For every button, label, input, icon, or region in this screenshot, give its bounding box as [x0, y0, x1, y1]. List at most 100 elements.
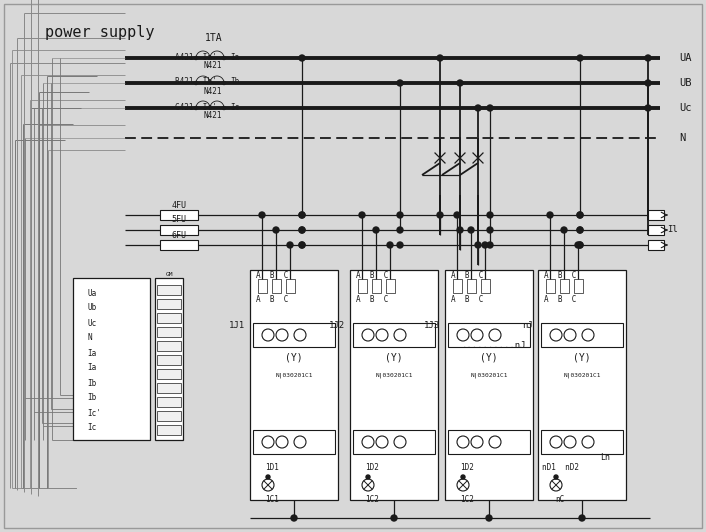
Circle shape	[577, 227, 583, 233]
Circle shape	[475, 242, 481, 248]
Bar	[372, 279, 381, 293]
Circle shape	[294, 436, 306, 448]
Text: Ib: Ib	[87, 394, 96, 403]
Text: Ib: Ib	[87, 378, 96, 387]
Bar	[160, 240, 198, 250]
Circle shape	[577, 242, 583, 248]
Circle shape	[373, 227, 379, 233]
Circle shape	[457, 436, 469, 448]
Circle shape	[454, 212, 460, 218]
Circle shape	[262, 479, 274, 491]
Circle shape	[299, 55, 305, 61]
Text: C421  Ic': C421 Ic'	[175, 103, 217, 112]
Circle shape	[437, 55, 443, 61]
Text: Ia: Ia	[87, 363, 96, 372]
Circle shape	[299, 212, 305, 218]
Circle shape	[194, 56, 198, 60]
Text: A  B  C: A B C	[451, 295, 483, 304]
Text: Ib: Ib	[230, 78, 239, 87]
Bar	[453, 279, 462, 293]
Text: N421: N421	[204, 87, 222, 96]
Circle shape	[276, 436, 288, 448]
Circle shape	[387, 242, 393, 248]
Circle shape	[489, 436, 501, 448]
Text: A  B  C: A B C	[256, 270, 288, 279]
Bar	[353, 430, 435, 454]
Bar	[648, 240, 664, 250]
Circle shape	[550, 329, 562, 341]
Text: Ic: Ic	[230, 103, 239, 112]
Bar	[157, 369, 181, 379]
Bar	[353, 323, 435, 347]
Circle shape	[468, 227, 474, 233]
Bar	[250, 270, 338, 500]
Text: A  B  C: A B C	[451, 270, 483, 279]
Circle shape	[486, 515, 492, 521]
Text: 4FU: 4FU	[172, 201, 186, 210]
Text: 1D2: 1D2	[365, 463, 379, 472]
Bar	[157, 285, 181, 295]
Bar	[157, 299, 181, 309]
Bar	[560, 279, 569, 293]
Circle shape	[645, 105, 651, 111]
Bar	[157, 425, 181, 435]
Circle shape	[645, 55, 651, 61]
Circle shape	[397, 212, 403, 218]
Bar	[286, 279, 295, 293]
Text: N|030201C1: N|030201C1	[470, 372, 508, 378]
Circle shape	[359, 212, 365, 218]
Circle shape	[299, 227, 305, 233]
Text: 1J1: 1J1	[229, 320, 245, 329]
Bar	[253, 323, 335, 347]
Text: 1TA: 1TA	[205, 33, 223, 43]
Bar	[253, 430, 335, 454]
Bar	[160, 210, 198, 220]
Bar	[448, 323, 530, 347]
Circle shape	[582, 329, 594, 341]
Circle shape	[299, 212, 305, 218]
Bar	[157, 327, 181, 337]
Bar	[157, 411, 181, 421]
Circle shape	[487, 212, 493, 218]
Circle shape	[391, 515, 397, 521]
Text: N: N	[679, 133, 686, 143]
Bar	[541, 430, 623, 454]
Text: 1C1: 1C1	[265, 495, 279, 503]
Circle shape	[489, 329, 501, 341]
Text: B421  Ib': B421 Ib'	[175, 78, 217, 87]
Circle shape	[561, 227, 567, 233]
Bar	[481, 279, 490, 293]
Text: N|030201C1: N|030201C1	[275, 372, 313, 378]
Text: 1J2: 1J2	[329, 320, 345, 329]
Circle shape	[394, 329, 406, 341]
Circle shape	[362, 329, 374, 341]
Text: A  B  C: A B C	[256, 295, 288, 304]
Text: 1C2: 1C2	[365, 495, 379, 503]
Circle shape	[471, 329, 483, 341]
Bar	[155, 278, 183, 440]
Circle shape	[366, 475, 370, 479]
Circle shape	[457, 227, 463, 233]
Text: (Y): (Y)	[573, 352, 591, 362]
Bar	[358, 279, 367, 293]
Text: A  B  C: A B C	[356, 295, 388, 304]
Text: N421: N421	[204, 112, 222, 121]
Circle shape	[194, 81, 198, 85]
Bar	[467, 279, 476, 293]
Circle shape	[397, 242, 403, 248]
Text: (Y): (Y)	[385, 352, 403, 362]
Circle shape	[582, 436, 594, 448]
Circle shape	[577, 212, 583, 218]
Circle shape	[362, 436, 374, 448]
Bar	[546, 279, 555, 293]
Text: 1D1: 1D1	[265, 463, 279, 472]
Circle shape	[397, 227, 403, 233]
Bar	[574, 279, 583, 293]
Circle shape	[550, 479, 562, 491]
Text: N: N	[87, 334, 92, 343]
Circle shape	[577, 242, 583, 248]
Circle shape	[291, 515, 297, 521]
Bar	[157, 355, 181, 365]
Circle shape	[397, 80, 403, 86]
Text: Ia: Ia	[87, 348, 96, 358]
